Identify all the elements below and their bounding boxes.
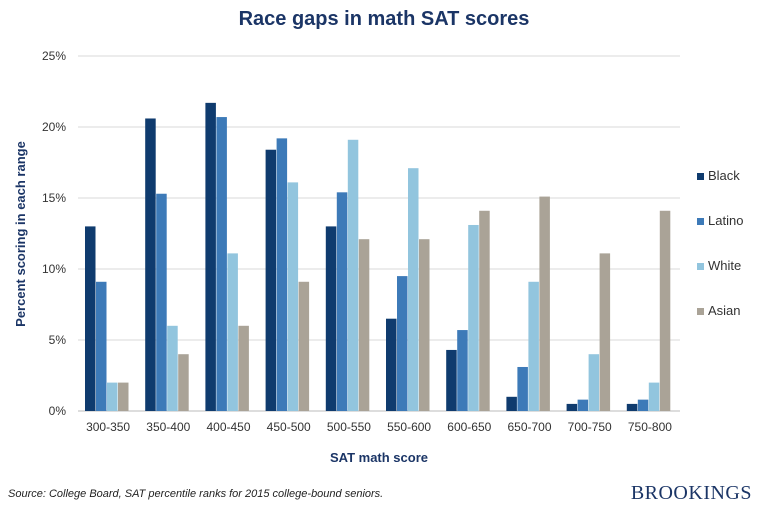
bar-latino [156, 193, 167, 411]
x-tick-label: 700-750 [568, 420, 612, 434]
bar-latino [577, 399, 589, 411]
x-tick-label: 350-400 [146, 420, 190, 434]
x-tick-label: 450-500 [267, 420, 311, 434]
bar-asian [178, 354, 189, 411]
y-tick-label: 5% [49, 333, 67, 347]
bar-white [107, 382, 118, 411]
legend-swatch [697, 308, 704, 315]
legend-swatch [697, 218, 704, 225]
bar-white [347, 139, 359, 411]
bar-white [648, 382, 660, 411]
bar-white [167, 325, 178, 411]
legend-label: White [708, 258, 741, 273]
bar-black [325, 226, 337, 411]
bar-latino [336, 192, 348, 411]
y-tick-label: 25% [42, 49, 66, 63]
bar-asian [479, 210, 490, 411]
bar-white [528, 281, 539, 411]
x-tick-label: 300-350 [86, 420, 130, 434]
bar-white [588, 354, 600, 411]
bar-black [145, 118, 156, 411]
bar-latino [457, 330, 468, 411]
legend-label: Black [708, 168, 740, 183]
y-tick-label: 10% [42, 262, 66, 276]
bar-asian [419, 239, 430, 411]
y-tick-label: 20% [42, 120, 66, 134]
legend-label: Asian [708, 303, 741, 318]
x-tick-label: 550-600 [387, 420, 431, 434]
bar-black [626, 403, 638, 411]
bar-black [506, 396, 517, 411]
bar-asian [659, 210, 671, 411]
bar-black [446, 349, 457, 411]
x-tick-label: 400-450 [206, 420, 250, 434]
x-tick-label: 750-800 [628, 420, 672, 434]
bar-asian [298, 281, 310, 411]
bar-white [227, 253, 238, 411]
bar-latino [96, 281, 107, 411]
bar-black [85, 226, 96, 411]
bar-asian [358, 239, 370, 411]
brookings-logo: BROOKINGS [630, 482, 752, 504]
bar-latino [276, 138, 288, 412]
bar-white [408, 168, 419, 411]
bar-latino [517, 366, 528, 411]
bar-asian [238, 325, 249, 411]
bar-asian [599, 253, 611, 411]
source-note: Source: College Board, SAT percentile ra… [8, 488, 384, 500]
x-axis-label: SAT math score [330, 450, 428, 465]
bar-black [205, 102, 216, 412]
bar-black [566, 403, 578, 411]
bar-asian [118, 382, 129, 411]
y-tick-label: 0% [49, 404, 67, 418]
bar-latino [637, 399, 649, 411]
legend-swatch [697, 173, 704, 180]
bar-asian [539, 196, 550, 411]
bar-black [265, 149, 277, 411]
x-tick-label: 650-700 [507, 420, 551, 434]
x-tick-label: 500-550 [327, 420, 371, 434]
chart-title: Race gaps in math SAT scores [238, 8, 530, 30]
bar-latino [397, 276, 408, 411]
y-axis-label: Percent scoring in each range [13, 141, 28, 327]
x-tick-label: 600-650 [447, 420, 491, 434]
y-tick-label: 15% [42, 191, 66, 205]
legend-label: Latino [708, 213, 743, 228]
bar-white [468, 224, 479, 411]
legend-swatch [697, 263, 704, 270]
bar-black [386, 318, 397, 411]
bar-white [287, 182, 299, 411]
bar-latino [216, 117, 227, 411]
